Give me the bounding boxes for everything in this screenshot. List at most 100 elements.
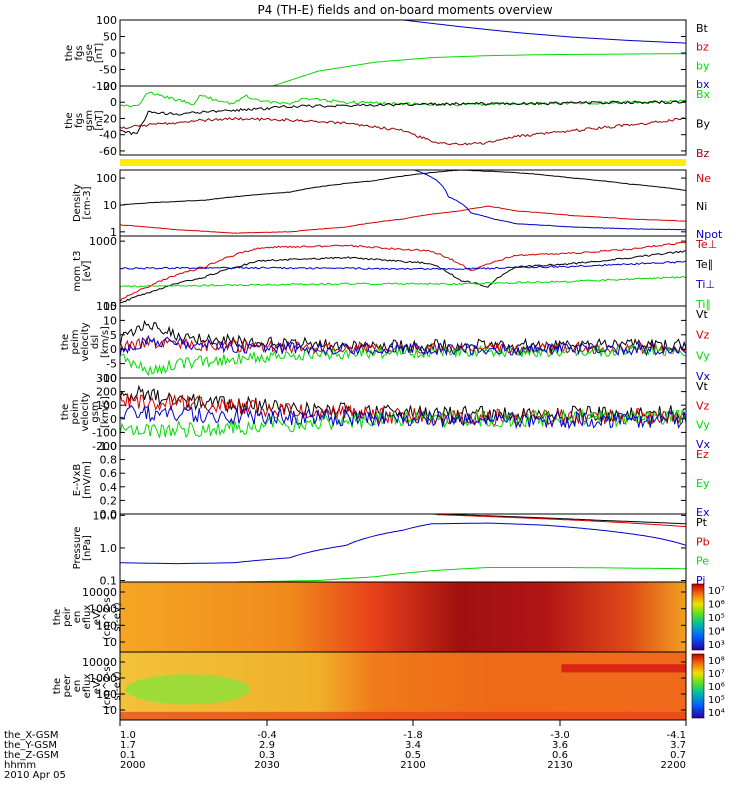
series-line-Ti∥: [120, 275, 686, 288]
series-line-Pb: [437, 514, 686, 528]
x-axis-value: 3.4: [405, 740, 421, 751]
y-axis-label: [eV]: [82, 261, 93, 282]
legend-entry-Ne: Ne: [696, 172, 711, 185]
colorbar: 10⁷ 10⁶ 10⁵ 10⁴ 10³: [691, 583, 725, 651]
x-axis-row-label: the_Y-GSM: [4, 740, 57, 751]
x-axis-value: 2030: [254, 760, 279, 771]
x-axis-value: 3.7: [670, 740, 686, 751]
panel-pressure: 10.0 1.0 0.1 Pressure [nPa] Pt Pb Pe Pi: [72, 509, 710, 587]
y-axis-label: E--VxB: [72, 464, 83, 497]
colorbar-tick-label: 10⁸: [708, 656, 725, 667]
legend-entry-Ey: Ey: [696, 477, 710, 490]
figure-title: P4 (TH-E) fields and on-board moments ov…: [257, 3, 552, 17]
legend-entry-Ex: Ex: [696, 506, 710, 519]
x-axis-row-label: hhmm: [4, 760, 36, 771]
colorbar-tick-label: 10⁵: [708, 695, 725, 706]
y-tick-label: 1: [110, 226, 117, 239]
y-tick-label: 100: [96, 399, 117, 412]
legend-entry-Pb: Pb: [696, 535, 710, 548]
legend-entry-By: By: [696, 118, 711, 131]
y-axis-label: gsm: [90, 401, 101, 422]
x-axis-value: 1.7: [120, 740, 136, 751]
y-axis-label: gsm: [84, 110, 95, 131]
y-tick-label: 300: [96, 372, 117, 385]
y-axis-label: Density: [72, 184, 83, 222]
x-axis-value: 2100: [400, 760, 425, 771]
y-axis-label: [nT]: [94, 110, 105, 130]
y-tick-label: 10: [103, 704, 117, 717]
colorbar-tick-label: 10⁴: [708, 627, 725, 638]
series-line-Te∥: [120, 250, 686, 304]
panel-frame: [119, 513, 687, 583]
series-line-Npot: [414, 170, 686, 231]
y-axis-label: [km/s]: [100, 396, 111, 428]
legend-entry-Npot: Npot: [696, 228, 723, 241]
legend-entry-Pt: Pt: [696, 516, 708, 529]
legend-entry-bx: bx: [696, 78, 710, 91]
y-tick-label: 0: [110, 47, 117, 60]
y-axis-label: [mV/m]: [82, 461, 93, 499]
y-axis-label: gse: [84, 44, 95, 62]
panel-frame: [119, 445, 687, 515]
x-axis-annotation: the_X-GSM 1.0 -0.4 -1.8 -3.0 -4.1 the_Y-GSM 1.7…: [4, 720, 687, 781]
colorbar-scale: [691, 583, 705, 651]
x-axis-value: 1.0: [120, 730, 136, 741]
series-line-Ni: [120, 170, 686, 206]
y-axis-label: [nPa]: [82, 535, 93, 561]
series-line-Bz: [120, 116, 686, 146]
y-axis-label: Pressure: [72, 527, 83, 570]
y-tick-label: 1000: [89, 603, 117, 616]
x-axis-value: 0.1: [120, 750, 136, 761]
colorbar-tick-label: 10⁷: [708, 669, 725, 680]
y-axis-label: en: [72, 611, 83, 624]
colorbar-tick-label: 10⁴: [708, 708, 725, 719]
legend-entry-Bt: Bt: [696, 22, 709, 35]
panel-peir-en-eflux: 10⁷ 10⁶ 10⁵ 10⁴ 10³ 10000 1000 100 10 the peir en ef…: [52, 581, 725, 653]
colorbar-tick-label: 10⁶: [708, 682, 725, 693]
colorbar-tick-label: 10³: [708, 640, 725, 651]
legend-entry-bz: bz: [696, 41, 709, 54]
x-axis-value: 0.6: [552, 750, 568, 761]
x-axis-value: -4.1: [666, 730, 686, 741]
y-tick-label: 10000: [82, 586, 117, 599]
y-axis-label: the: [60, 334, 71, 350]
date-label: 2010 Apr 05: [4, 770, 66, 781]
series-line-Vy: [120, 408, 686, 439]
legend-entry-by: by: [696, 59, 710, 72]
legend-entry-Ti∥: Ti∥: [695, 298, 711, 311]
x-axis-value: 3.6: [552, 740, 568, 751]
legend-entry-Vy: Vy: [696, 419, 710, 432]
legend-entry-Bz: Bz: [696, 147, 710, 160]
legend-entry-Te∥: Te∥: [695, 258, 713, 271]
panel-mom-t3: 1000 100 mom_t3 [eV] Te⊥ Te∥ Ti⊥ Ti∥: [72, 235, 717, 313]
series-group: [272, 20, 686, 86]
x-axis-row-label: the_X-GSM: [4, 730, 58, 741]
legend-entry-Bx: Bx: [696, 88, 711, 101]
series-line-Vt: [120, 384, 686, 424]
y-axis-label: the: [52, 609, 63, 625]
y-axis-label: fgs: [74, 113, 85, 128]
series-line-Ne: [120, 205, 686, 234]
colorbar-tick-label: 10⁵: [708, 613, 725, 624]
y-tick-label: 10: [103, 199, 117, 212]
y-tick-label: 0: [110, 96, 117, 109]
y-axis-label: (cm^2-s-: [102, 662, 113, 709]
x-axis-value: 2200: [661, 760, 686, 771]
x-axis-value: 2000: [120, 760, 145, 771]
high-flux-band: [561, 664, 686, 673]
legend-entry-Vx: Vx: [696, 370, 711, 383]
y-tick-label: -100: [92, 426, 117, 439]
series-line-Vx: [120, 334, 686, 357]
series-group: [120, 91, 686, 146]
y-axis-label: (cm^2-s-: [102, 593, 113, 640]
series-line-Pe: [120, 567, 686, 582]
panel-frame: [119, 19, 687, 87]
series-line-Pi: [120, 522, 686, 565]
y-tick-label: 0.4: [100, 481, 118, 494]
colorbar-scale: [691, 653, 705, 719]
legend-entry-Vy: Vy: [696, 349, 710, 362]
x-axis-value: 0.5: [405, 750, 421, 761]
y-axis-label: eflux: [82, 674, 93, 699]
